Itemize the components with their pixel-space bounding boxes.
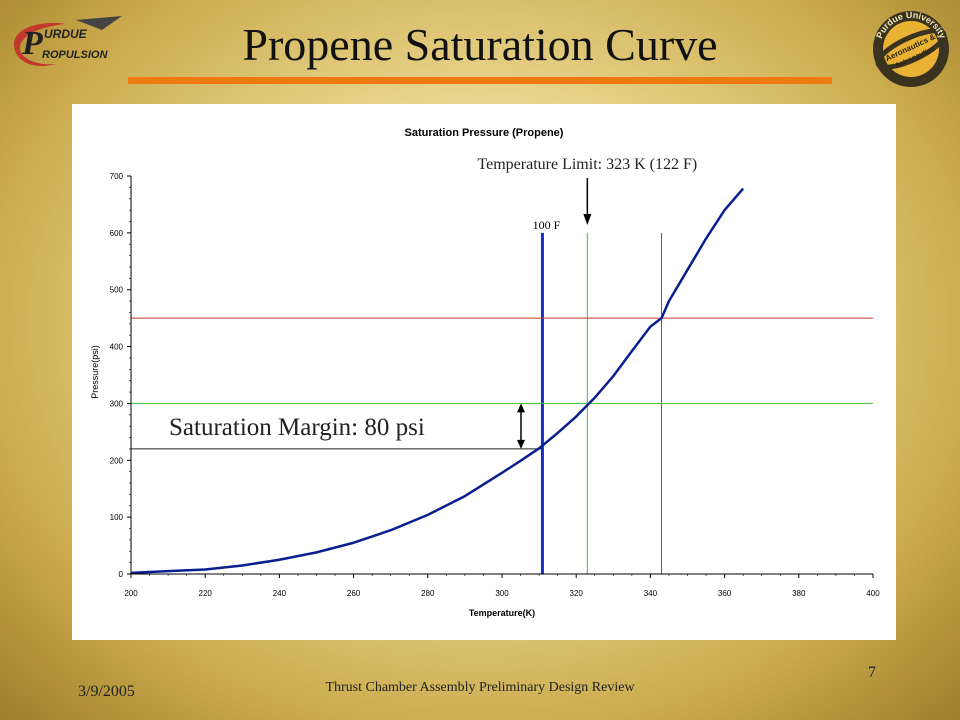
x-tick-label: 280 <box>421 589 435 598</box>
chart-title: Saturation Pressure (Propene) <box>405 127 564 139</box>
logo-text-top: URDUE <box>44 27 88 41</box>
logo-text-bottom: ROPULSION <box>42 49 108 61</box>
footer-presentation-title: Thrust Chamber Assembly Preliminary Desi… <box>325 680 635 695</box>
x-tick-label: 300 <box>495 589 509 598</box>
x-tick-label: 360 <box>718 589 732 598</box>
purdue-aeronautics-astronautics-seal: Purdue University Aeronautics & Astronau… <box>873 10 949 87</box>
y-tick-label: 700 <box>110 172 124 181</box>
chart-panel: Saturation Pressure (Propene) Temperatur… <box>72 104 896 640</box>
logo-initial: P <box>21 25 43 62</box>
y-tick-label: 100 <box>110 513 124 522</box>
y-tick-label: 200 <box>110 456 124 465</box>
y-axis-label: Pressure(psi) <box>90 345 100 399</box>
y-tick-label: 0 <box>119 570 124 579</box>
footer-date: 3/9/2005 <box>78 683 135 700</box>
purdue-propulsion-logo: P URDUE ROPULSION <box>14 16 122 66</box>
saturation-chart: Saturation Pressure (Propene) Temperatur… <box>90 127 880 618</box>
x-tick-label: 400 <box>866 589 880 598</box>
margin-arrow-head-top <box>517 403 525 413</box>
x-tick-label: 260 <box>347 589 361 598</box>
saturation-margin-annotation: Saturation Margin: 80 psi <box>169 414 425 441</box>
x-tick-label: 200 <box>124 589 138 598</box>
x-tick-label: 220 <box>199 589 213 598</box>
reference-line-label: 100 F <box>533 218 561 232</box>
temperature-limit-annotation: Temperature Limit: 323 K (122 F) <box>477 156 697 173</box>
page-number: 7 <box>868 664 876 681</box>
x-tick-label: 320 <box>570 589 584 598</box>
x-tick-label: 240 <box>273 589 287 598</box>
x-tick-label: 340 <box>644 589 658 598</box>
y-tick-label: 300 <box>110 399 124 408</box>
y-tick-label: 500 <box>110 286 124 295</box>
x-axis-label: Temperature(K) <box>469 608 535 618</box>
temperature-limit-arrow-head <box>583 214 592 225</box>
y-tick-label: 600 <box>110 229 124 238</box>
margin-arrow-head-bottom <box>517 439 525 449</box>
y-tick-label: 400 <box>110 343 124 352</box>
saturation-curve <box>130 187 745 575</box>
x-tick-label: 380 <box>792 589 806 598</box>
slide-title: Propene Saturation Curve <box>242 19 718 70</box>
title-underline <box>128 77 832 84</box>
